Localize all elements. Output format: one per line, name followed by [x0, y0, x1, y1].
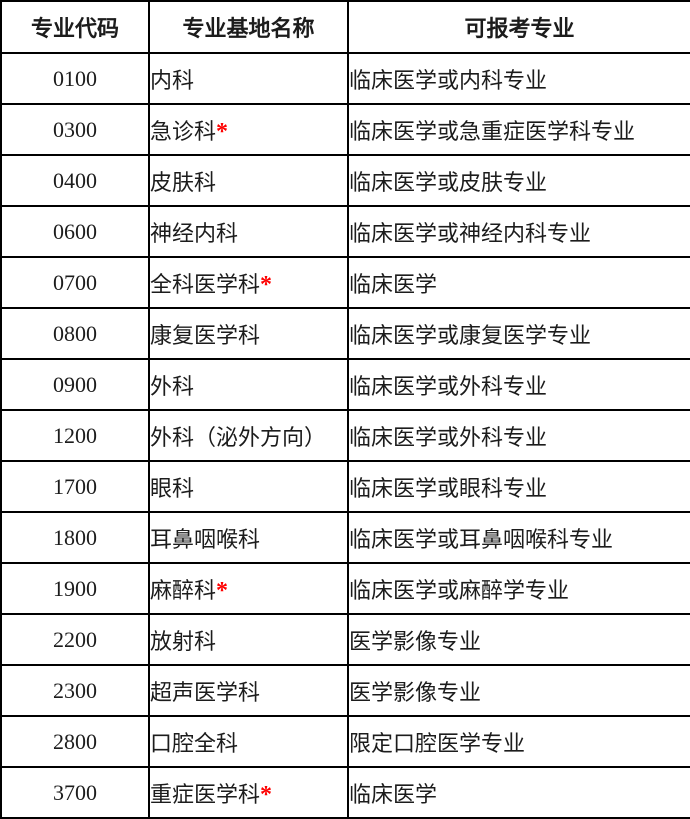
cell-major-code: 1800 [0, 511, 150, 564]
cell-base-name: 全科医学科* [148, 256, 349, 309]
base-name-text: 重症医学科 [150, 781, 261, 807]
cell-base-name: 神经内科 [148, 205, 349, 258]
cell-major-code: 2300 [0, 664, 150, 717]
cell-eligible-majors: 临床医学或皮肤专业 [347, 154, 690, 207]
cell-major-code: 3700 [0, 766, 150, 819]
cell-base-name: 眼科 [148, 460, 349, 513]
required-asterisk: * [260, 271, 273, 298]
cell-major-code: 2200 [0, 613, 150, 666]
required-asterisk: * [260, 781, 273, 808]
base-name-text: 麻醉科 [150, 577, 217, 603]
base-name-text: 全科医学科 [150, 271, 261, 297]
cell-base-name: 重症医学科* [148, 766, 349, 819]
cell-eligible-majors: 临床医学或眼科专业 [347, 460, 690, 513]
cell-base-name: 康复医学科 [148, 307, 349, 360]
col-header-base: 专业基地名称 [148, 0, 349, 54]
table-row: 2200 放射科 医学影像专业 [0, 613, 690, 666]
base-name-text: 眼科 [150, 475, 195, 501]
cell-eligible-majors: 临床医学或急重症医学科专业 [347, 103, 690, 156]
cell-major-code: 1200 [0, 409, 150, 462]
table-row: 1900 麻醉科* 临床医学或麻醉学专业 [0, 562, 690, 615]
table-row: 0700 全科医学科* 临床医学 [0, 256, 690, 309]
table-row: 1800 耳鼻咽喉科 临床医学或耳鼻咽喉科专业 [0, 511, 690, 564]
table-row: 0900 外科 临床医学或外科专业 [0, 358, 690, 411]
required-asterisk: * [216, 577, 229, 604]
cell-base-name: 耳鼻咽喉科 [148, 511, 349, 564]
cell-major-code: 0700 [0, 256, 150, 309]
cell-eligible-majors: 临床医学 [347, 256, 690, 309]
cell-eligible-majors: 临床医学或耳鼻咽喉科专业 [347, 511, 690, 564]
header-row: 专业代码 专业基地名称 可报考专业 [0, 0, 690, 54]
cell-base-name: 麻醉科* [148, 562, 349, 615]
cell-major-code: 2800 [0, 715, 150, 768]
base-name-text: 急诊科 [150, 118, 217, 144]
cell-major-code: 0100 [0, 52, 150, 105]
cell-major-code: 0300 [0, 103, 150, 156]
table-row: 2300 超声医学科 医学影像专业 [0, 664, 690, 717]
table-body: 0100 内科 临床医学或内科专业 0300 急诊科* 临床医学或急重症医学科专业 0400… [0, 52, 690, 819]
table-row: 1700 眼科 临床医学或眼科专业 [0, 460, 690, 513]
cell-base-name: 口腔全科 [148, 715, 349, 768]
base-name-text: 口腔全科 [150, 730, 239, 756]
base-name-text: 超声医学科 [150, 679, 261, 705]
table-row: 0800 康复医学科 临床医学或康复医学专业 [0, 307, 690, 360]
cell-major-code: 0900 [0, 358, 150, 411]
cell-base-name: 内科 [148, 52, 349, 105]
base-name-text: 耳鼻咽喉科 [150, 526, 261, 552]
cell-base-name: 放射科 [148, 613, 349, 666]
cell-base-name: 外科 [148, 358, 349, 411]
table-row: 0300 急诊科* 临床医学或急重症医学科专业 [0, 103, 690, 156]
cell-eligible-majors: 临床医学或内科专业 [347, 52, 690, 105]
cell-eligible-majors: 限定口腔医学专业 [347, 715, 690, 768]
base-name-text: 皮肤科 [150, 169, 217, 195]
cell-major-code: 0800 [0, 307, 150, 360]
cell-base-name: 皮肤科 [148, 154, 349, 207]
table-row: 2800 口腔全科 限定口腔医学专业 [0, 715, 690, 768]
col-header-eligible: 可报考专业 [347, 0, 690, 54]
table-header: 专业代码 专业基地名称 可报考专业 [0, 0, 690, 54]
cell-eligible-majors: 医学影像专业 [347, 613, 690, 666]
cell-base-name: 外科（泌外方向） [148, 409, 349, 462]
cell-eligible-majors: 临床医学或康复医学专业 [347, 307, 690, 360]
cell-major-code: 0400 [0, 154, 150, 207]
table-row: 3700 重症医学科* 临床医学 [0, 766, 690, 819]
cell-eligible-majors: 临床医学或神经内科专业 [347, 205, 690, 258]
cell-eligible-majors: 医学影像专业 [347, 664, 690, 717]
table-row: 0600 神经内科 临床医学或神经内科专业 [0, 205, 690, 258]
cell-base-name: 急诊科* [148, 103, 349, 156]
base-name-text: 放射科 [150, 628, 217, 654]
table-row: 1200 外科（泌外方向） 临床医学或外科专业 [0, 409, 690, 462]
cell-major-code: 1700 [0, 460, 150, 513]
cell-major-code: 1900 [0, 562, 150, 615]
cell-base-name: 超声医学科 [148, 664, 349, 717]
required-asterisk: * [216, 118, 229, 145]
base-name-text: 外科（泌外方向） [150, 424, 327, 450]
base-name-text: 内科 [150, 67, 195, 93]
base-name-text: 外科 [150, 373, 195, 399]
table-row: 0100 内科 临床医学或内科专业 [0, 52, 690, 105]
base-name-text: 神经内科 [150, 220, 239, 246]
cell-eligible-majors: 临床医学或麻醉学专业 [347, 562, 690, 615]
cell-major-code: 0600 [0, 205, 150, 258]
cell-eligible-majors: 临床医学或外科专业 [347, 409, 690, 462]
cell-eligible-majors: 临床医学或外科专业 [347, 358, 690, 411]
table-row: 0400 皮肤科 临床医学或皮肤专业 [0, 154, 690, 207]
col-header-code: 专业代码 [0, 0, 150, 54]
base-name-text: 康复医学科 [150, 322, 261, 348]
cell-eligible-majors: 临床医学 [347, 766, 690, 819]
